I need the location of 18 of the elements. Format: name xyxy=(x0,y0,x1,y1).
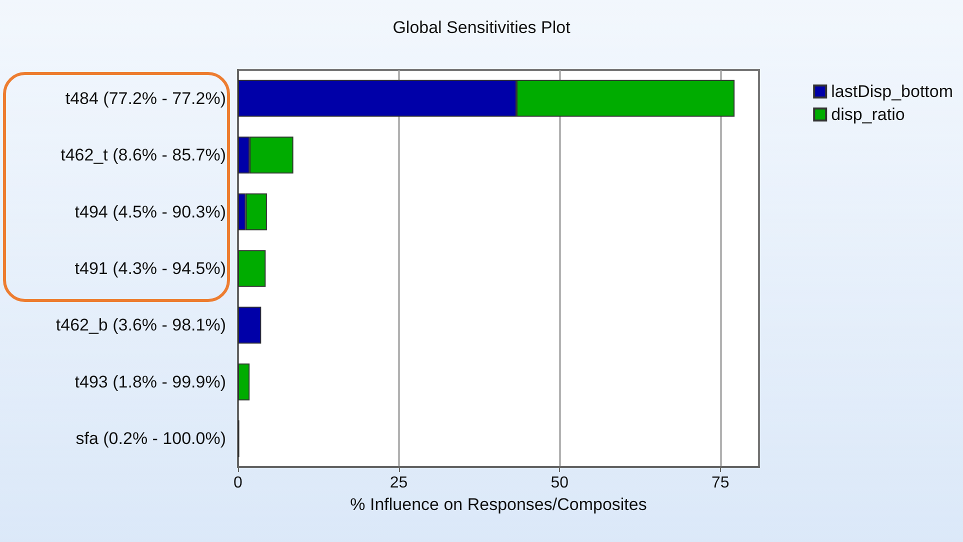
y-tick-label: t462_t (8.6% - 85.7%) xyxy=(60,146,226,165)
y-tick-label: t494 (4.5% - 90.3%) xyxy=(74,202,226,222)
x-tick-label: 75 xyxy=(712,474,730,492)
y-tick-label: sfa (0.2% - 100.0%) xyxy=(76,429,226,448)
bar xyxy=(238,363,250,400)
x-tick-label: 0 xyxy=(234,474,243,492)
y-tick-label: t491 (4.3% - 94.5%) xyxy=(74,259,226,278)
x-axis-title: % Influence on Responses/Composites xyxy=(350,494,647,514)
y-tick-label: t484 (77.2% - 77.2%) xyxy=(65,88,226,108)
x-tick-label: 50 xyxy=(550,474,569,492)
bar xyxy=(238,250,266,287)
chart-title: Global Sensitivities Plot xyxy=(392,18,571,37)
y-tick-label: t493 (1.8% - 99.9%) xyxy=(74,372,226,392)
bar xyxy=(238,306,262,344)
x-tick-label: 25 xyxy=(390,474,408,492)
legend-label: lastDisp_bottom xyxy=(831,82,953,101)
y-tick-label: t462_b (3.6% - 98.1%) xyxy=(56,316,226,335)
legend-label: disp_ratio xyxy=(831,105,905,124)
